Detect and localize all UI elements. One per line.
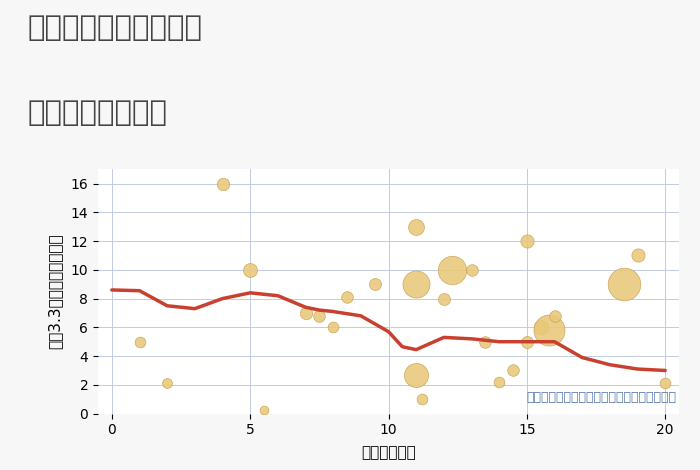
- Point: [508, 367, 519, 374]
- Point: [244, 266, 256, 274]
- Point: [522, 237, 533, 245]
- Point: [411, 223, 422, 230]
- Point: [494, 378, 505, 386]
- Point: [632, 252, 643, 259]
- Point: [328, 323, 339, 331]
- Point: [438, 295, 449, 302]
- Point: [134, 338, 145, 345]
- Text: 円の大きさは、取引のあった物件面積を示す: 円の大きさは、取引のあった物件面積を示す: [526, 391, 676, 404]
- Point: [659, 380, 671, 387]
- Point: [447, 266, 458, 274]
- Point: [342, 293, 353, 301]
- Point: [522, 338, 533, 345]
- Point: [535, 323, 546, 331]
- Point: [217, 180, 228, 188]
- Point: [411, 281, 422, 288]
- Point: [416, 395, 427, 403]
- Point: [411, 371, 422, 378]
- Point: [162, 380, 173, 387]
- Point: [543, 327, 554, 334]
- X-axis label: 駅距離（分）: 駅距離（分）: [361, 446, 416, 461]
- Text: 三重県伊賀市木興町の: 三重県伊賀市木興町の: [28, 14, 203, 42]
- Point: [480, 338, 491, 345]
- Point: [369, 281, 380, 288]
- Y-axis label: 坪（3.3㎡）単価（万円）: 坪（3.3㎡）単価（万円）: [47, 234, 62, 349]
- Point: [314, 312, 325, 320]
- Text: 駅距離別土地価格: 駅距離別土地価格: [28, 99, 168, 127]
- Point: [300, 309, 311, 317]
- Point: [466, 266, 477, 274]
- Point: [258, 406, 270, 414]
- Point: [618, 281, 629, 288]
- Point: [549, 312, 560, 320]
